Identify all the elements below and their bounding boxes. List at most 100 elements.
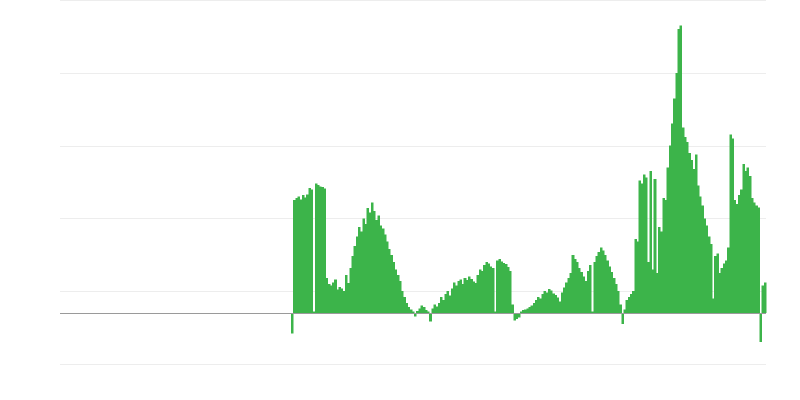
bar (429, 313, 432, 322)
bar (606, 260, 609, 313)
bar (496, 260, 499, 313)
bar (461, 283, 465, 313)
bar (645, 177, 648, 313)
bar (506, 267, 510, 313)
bar (649, 171, 652, 313)
bar (727, 247, 730, 313)
bar (474, 283, 478, 313)
bar (757, 207, 760, 313)
bar (379, 225, 383, 313)
bar (455, 285, 458, 313)
bar (733, 200, 737, 313)
bar (709, 243, 713, 313)
bar (597, 251, 601, 313)
bar (420, 305, 424, 313)
bar (675, 72, 678, 313)
bar (610, 272, 614, 313)
bar (668, 145, 672, 313)
bar (627, 296, 631, 313)
bar (705, 225, 709, 313)
bar (638, 180, 642, 313)
bar (403, 296, 406, 313)
bar (357, 227, 361, 313)
bar (342, 291, 346, 313)
bar (746, 167, 750, 313)
bar (642, 174, 646, 313)
bar (550, 290, 553, 313)
bar (364, 224, 367, 313)
bar (491, 267, 495, 313)
bars-group (291, 25, 767, 343)
bar (755, 205, 758, 313)
bar (439, 296, 443, 313)
bar (573, 259, 577, 313)
bar (707, 236, 711, 313)
bar (366, 208, 370, 313)
bar (487, 263, 491, 313)
bar (692, 168, 696, 313)
bar (375, 219, 378, 313)
bar (547, 288, 551, 313)
bar (699, 196, 702, 313)
bar (481, 270, 484, 313)
bar (545, 292, 549, 313)
bar (327, 283, 331, 313)
bar (601, 250, 605, 313)
bar (470, 278, 473, 313)
bar (701, 205, 704, 313)
bar (293, 200, 296, 313)
bar (332, 282, 335, 313)
bar (319, 186, 322, 313)
bar (660, 231, 663, 313)
bar (312, 311, 316, 313)
bar (532, 302, 536, 313)
bar (353, 246, 357, 313)
bar (651, 269, 655, 313)
bar (563, 287, 566, 313)
bar (591, 311, 594, 313)
bar (303, 197, 307, 313)
bar (718, 272, 722, 313)
bar (694, 154, 698, 313)
bar (673, 98, 676, 314)
bar (703, 218, 706, 313)
bar (634, 238, 637, 313)
bar (301, 195, 305, 313)
bar (411, 311, 415, 313)
bar (567, 278, 570, 313)
bar (595, 256, 598, 313)
bar (493, 311, 497, 313)
bar (666, 167, 670, 313)
bar (604, 254, 607, 313)
bar (509, 270, 512, 313)
bar (362, 218, 365, 313)
bar (502, 262, 506, 313)
bar (737, 195, 741, 313)
bar (299, 199, 303, 313)
bar (370, 202, 374, 313)
bar (582, 276, 586, 313)
bar (677, 29, 681, 314)
bar (636, 241, 640, 313)
bar (735, 203, 739, 313)
bar (468, 276, 471, 313)
bar (437, 302, 441, 313)
bar (383, 234, 387, 313)
bar (632, 291, 635, 313)
bar (753, 202, 756, 313)
bar (683, 136, 687, 313)
bar (323, 188, 326, 313)
bar (608, 266, 611, 313)
bar (504, 264, 508, 313)
bar (576, 262, 579, 313)
bar (314, 183, 318, 313)
bar (662, 197, 665, 313)
bar (716, 253, 719, 313)
bar (465, 280, 469, 313)
bar (485, 262, 488, 313)
bar (390, 254, 393, 313)
bar (742, 163, 745, 313)
bar (748, 176, 752, 313)
